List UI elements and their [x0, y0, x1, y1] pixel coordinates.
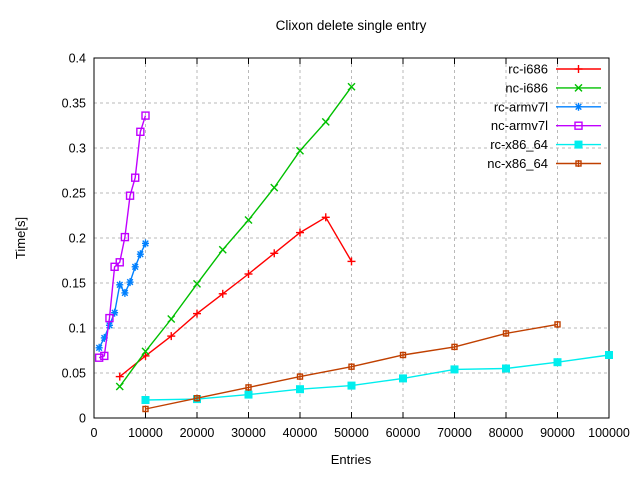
x-tick-label: 50000 — [334, 426, 369, 440]
x-tick-label: 70000 — [437, 426, 472, 440]
chart-title: Clixon delete single entry — [276, 18, 427, 33]
x-tick-label: 90000 — [540, 426, 575, 440]
legend-entry-nc-i686: nc-i686 — [505, 80, 601, 95]
legend-entry-rc-i686: rc-i686 — [508, 62, 601, 77]
legend-label: rc-armv7l — [494, 99, 548, 114]
x-tick-label: 60000 — [386, 426, 421, 440]
legend-entry-rc-x86_64: rc-x86_64 — [490, 137, 601, 152]
y-tick-label: 0.4 — [69, 52, 86, 66]
x-tick-label: 40000 — [283, 426, 318, 440]
series-nc-x86_64 — [142, 320, 561, 413]
x-tick-label: 0 — [91, 426, 98, 440]
tick-labels: 0 10000 20000 30000 40000 50000 60000 70000 8000… — [62, 52, 630, 441]
series-nc-armv7l — [94, 111, 150, 362]
x-axis-label: Entries — [331, 452, 372, 467]
y-tick-label: 0.1 — [69, 322, 86, 336]
series-nc-i686 — [115, 82, 356, 391]
legend-entry-nc-armv7l: nc-armv7l — [491, 118, 601, 133]
legend-entry-nc-x86_64: nc-x86_64 — [487, 156, 601, 171]
y-tick-label: 0.2 — [69, 232, 86, 246]
legend: rc-i686 nc-i686 rc-armv7l nc-armv7l rc-x86_6… — [487, 62, 601, 171]
series-rc-i686 — [115, 213, 356, 381]
y-tick-label: 0.05 — [62, 367, 86, 381]
series-rc-x86_64 — [141, 351, 613, 404]
y-axis-label: Time[s] — [13, 217, 28, 259]
legend-entry-rc-armv7l: rc-armv7l — [494, 99, 601, 114]
y-tick-label: 0.3 — [69, 142, 86, 156]
legend-label: rc-i686 — [508, 62, 548, 77]
x-tick-label: 30000 — [231, 426, 266, 440]
y-tick-label: 0 — [79, 412, 86, 426]
y-tick-label: 0.35 — [62, 97, 86, 111]
axis-layer — [93, 57, 610, 419]
legend-label: nc-armv7l — [491, 118, 548, 133]
legend-label: nc-x86_64 — [487, 156, 548, 171]
grid-layer — [94, 58, 609, 418]
x-tick-label: 80000 — [489, 426, 524, 440]
legend-label: nc-i686 — [505, 80, 548, 95]
legend-label: rc-x86_64 — [490, 137, 548, 152]
x-tick-label: 100000 — [588, 426, 630, 440]
x-tick-label: 10000 — [128, 426, 163, 440]
series-rc-armv7l — [95, 239, 149, 352]
y-tick-label: 0.25 — [62, 187, 86, 201]
series-layer — [94, 82, 613, 413]
y-tick-label: 0.15 — [62, 277, 86, 291]
x-tick-label: 20000 — [180, 426, 215, 440]
